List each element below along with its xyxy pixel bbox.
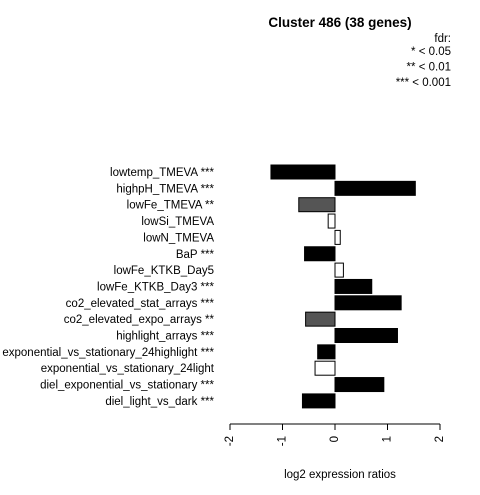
x-tick-label: -2 bbox=[224, 436, 236, 446]
category-labels: lowtemp_TMEVA *** highpH_TMEVA *** lowFe_T… bbox=[2, 167, 214, 408]
category-label: co2_elevated_stat_arrays *** bbox=[66, 298, 215, 310]
x-tick-label: 1 bbox=[382, 436, 394, 442]
legend-title: fdr: bbox=[434, 33, 451, 45]
bar bbox=[334, 262, 344, 278]
category-label: lowFe_KTKB_Day3 *** bbox=[97, 281, 214, 293]
x-axis-ticks: -2 -1 0 1 2 bbox=[224, 424, 446, 446]
category-label: co2_elevated_expo_arrays ** bbox=[64, 314, 215, 326]
category-label: highlight_arrays *** bbox=[116, 331, 214, 343]
category-label: lowN_TMEVA bbox=[143, 232, 214, 244]
bar bbox=[270, 164, 336, 180]
bar bbox=[327, 213, 336, 229]
bars bbox=[270, 164, 416, 409]
x-tick-label: 0 bbox=[329, 436, 341, 442]
category-label: highpH_TMEVA *** bbox=[116, 183, 214, 195]
x-axis-label: log2 expression ratios bbox=[284, 469, 396, 481]
category-label: lowFe_TMEVA ** bbox=[127, 200, 215, 212]
bar bbox=[304, 246, 336, 262]
x-tick-label: -1 bbox=[277, 436, 289, 446]
bar bbox=[314, 360, 336, 376]
legend: * < 0.05 ** < 0.01 *** < 0.001 bbox=[396, 46, 451, 89]
bar bbox=[298, 197, 336, 213]
category-label: lowFe_KTKB_Day5 bbox=[114, 265, 214, 277]
bar bbox=[334, 328, 398, 343]
legend-entry: *** < 0.001 bbox=[396, 77, 451, 89]
bar bbox=[334, 278, 373, 294]
bar bbox=[317, 344, 336, 360]
bar bbox=[334, 377, 385, 393]
x-tick-label: 2 bbox=[434, 436, 446, 442]
bar bbox=[334, 229, 341, 245]
legend-entry: ** < 0.01 bbox=[407, 62, 451, 74]
category-label: exponential_vs_stationary_24light bbox=[41, 363, 215, 375]
bar bbox=[305, 311, 336, 327]
legend-entry: * < 0.05 bbox=[411, 46, 451, 58]
category-label: BaP *** bbox=[176, 249, 215, 261]
category-label: lowSi_TMEVA bbox=[141, 216, 214, 228]
chart-title: Cluster 486 (38 genes) bbox=[268, 15, 411, 30]
bar bbox=[301, 393, 336, 409]
category-label: exponential_vs_stationary_24highlight **… bbox=[2, 347, 214, 359]
category-label: diel_light_vs_dark *** bbox=[105, 396, 214, 408]
category-label: diel_exponential_vs_stationary *** bbox=[40, 380, 214, 392]
bar bbox=[334, 295, 402, 311]
category-label: lowtemp_TMEVA *** bbox=[110, 167, 214, 179]
bar bbox=[334, 180, 416, 196]
